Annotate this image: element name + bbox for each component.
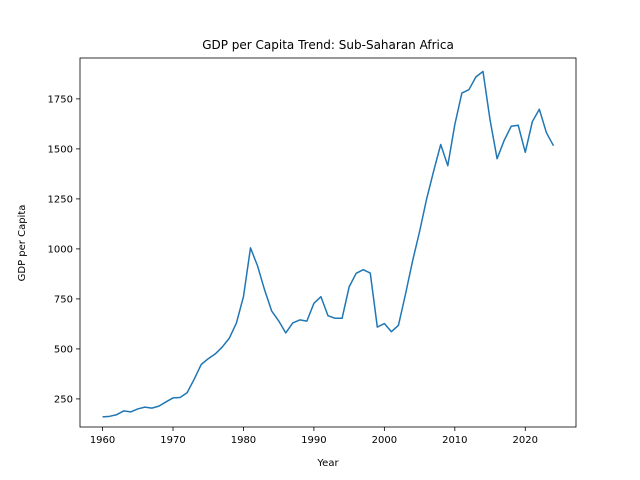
chart-title: GDP per Capita Trend: Sub-Saharan Africa <box>202 38 454 52</box>
x-tick-label: 1980 <box>231 435 256 446</box>
x-tick-label: 2020 <box>513 435 538 446</box>
x-tick-label: 2000 <box>372 435 397 446</box>
y-tick-label: 500 <box>54 344 73 355</box>
y-tick-label: 1250 <box>48 194 73 205</box>
x-tick-label: 1970 <box>160 435 185 446</box>
y-tick-label: 250 <box>54 394 73 405</box>
y-axis: 250 500 750 1000 1250 1500 1750 <box>48 94 80 405</box>
x-axis: 1960 1970 1980 1990 2000 2010 2020 <box>90 427 538 446</box>
y-tick-label: 750 <box>54 294 73 305</box>
series-line <box>102 70 555 418</box>
x-tick-label: 1990 <box>301 435 326 446</box>
y-tick-label: 1750 <box>48 94 73 105</box>
x-tick-label: 2010 <box>442 435 467 446</box>
x-tick-label: 1960 <box>90 435 115 446</box>
plot-area <box>79 57 577 428</box>
x-axis-label: Year <box>316 458 339 469</box>
y-tick-label: 1000 <box>48 244 73 255</box>
y-axis-label: GDP per Capita <box>17 205 28 282</box>
y-tick-label: 1500 <box>48 144 73 155</box>
